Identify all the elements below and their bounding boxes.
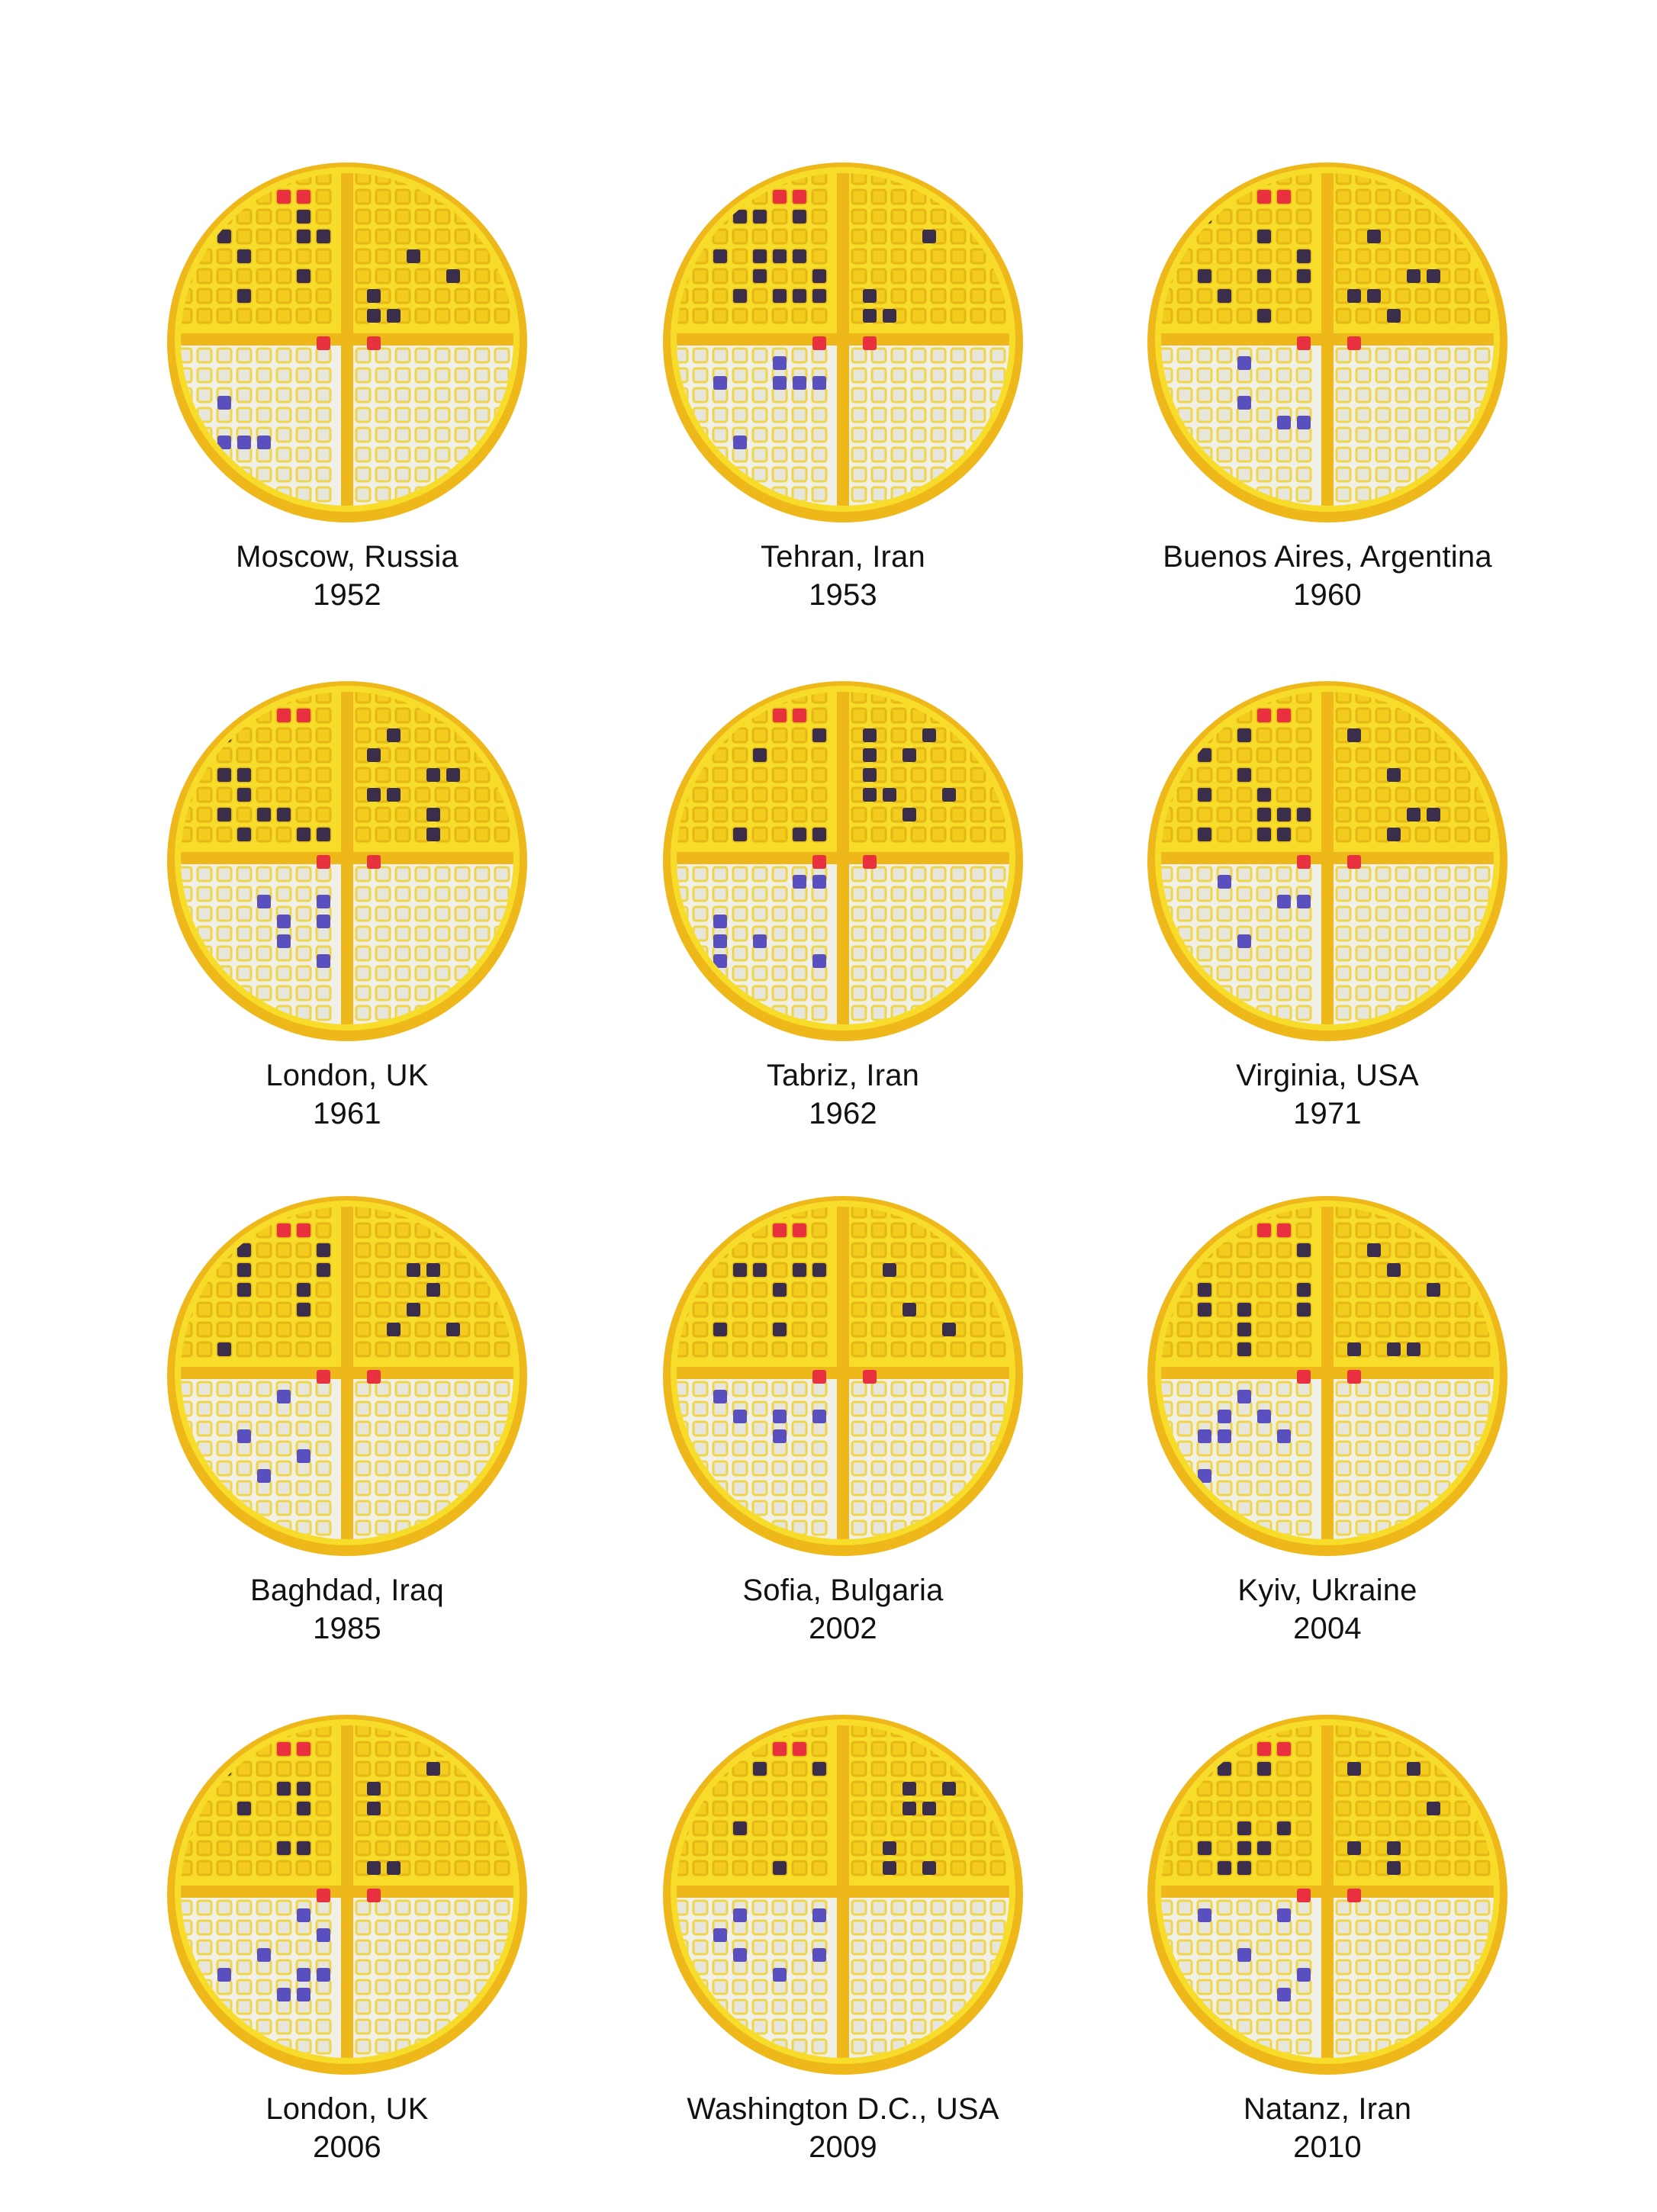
waffle-image bbox=[663, 162, 1023, 522]
waffle-caption: Natanz, Iran 2010 bbox=[1099, 2090, 1556, 2166]
waffle-card: Buenos Aires, Argentina 1960 bbox=[1099, 156, 1556, 629]
waffle-card: London, UK 2006 bbox=[118, 1709, 576, 2181]
caption-place: Tehran, Iran bbox=[761, 540, 925, 574]
waffle-card: Tehran, Iran 1953 bbox=[614, 156, 1072, 629]
waffle-caption: Washington D.C., USA 2009 bbox=[614, 2090, 1072, 2166]
caption-place: Sofia, Bulgaria bbox=[742, 1574, 944, 1607]
caption-place: Natanz, Iran bbox=[1243, 2092, 1412, 2126]
caption-place: Kyiv, Ukraine bbox=[1237, 1574, 1417, 1607]
caption-year: 2002 bbox=[809, 1612, 877, 1645]
waffle-image bbox=[663, 681, 1023, 1041]
caption-year: 1961 bbox=[313, 1097, 381, 1130]
caption-year: 1952 bbox=[313, 578, 381, 612]
caption-year: 2010 bbox=[1293, 2130, 1362, 2164]
waffle-caption: Buenos Aires, Argentina 1960 bbox=[1099, 538, 1556, 614]
caption-place: Moscow, Russia bbox=[236, 540, 458, 574]
waffle-card: Sofia, Bulgaria 2002 bbox=[614, 1190, 1072, 1663]
waffle-image bbox=[663, 1715, 1023, 2075]
waffle-card: Kyiv, Ukraine 2004 bbox=[1099, 1190, 1556, 1663]
waffle-caption: London, UK 1961 bbox=[118, 1056, 576, 1133]
caption-year: 1953 bbox=[809, 578, 877, 612]
waffle-caption: Sofia, Bulgaria 2002 bbox=[614, 1571, 1072, 1648]
caption-year: 1960 bbox=[1293, 578, 1362, 612]
waffle-image bbox=[663, 1196, 1023, 1556]
waffle-image bbox=[1147, 1715, 1507, 2075]
caption-place: London, UK bbox=[265, 1059, 429, 1092]
waffle-caption: Moscow, Russia 1952 bbox=[118, 538, 576, 614]
waffle-image bbox=[1147, 681, 1507, 1041]
waffle-caption: Tehran, Iran 1953 bbox=[614, 538, 1072, 614]
caption-place: Virginia, USA bbox=[1236, 1059, 1419, 1092]
waffle-caption: Virginia, USA 1971 bbox=[1099, 1056, 1556, 1133]
caption-year: 1985 bbox=[313, 1612, 381, 1645]
waffle-card: Moscow, Russia 1952 bbox=[118, 156, 576, 629]
caption-year: 2009 bbox=[809, 2130, 877, 2164]
waffle-card: Natanz, Iran 2010 bbox=[1099, 1709, 1556, 2181]
waffle-caption: Tabriz, Iran 1962 bbox=[614, 1056, 1072, 1133]
waffle-image bbox=[1147, 162, 1507, 522]
waffle-caption: Kyiv, Ukraine 2004 bbox=[1099, 1571, 1556, 1648]
waffle-caption: Baghdad, Iraq 1985 bbox=[118, 1571, 576, 1648]
waffle-card: London, UK 1961 bbox=[118, 675, 576, 1148]
waffle-image bbox=[167, 1715, 527, 2075]
caption-year: 2006 bbox=[313, 2130, 381, 2164]
waffle-image bbox=[1147, 1196, 1507, 1556]
caption-place: Buenos Aires, Argentina bbox=[1163, 540, 1492, 574]
waffle-caption: London, UK 2006 bbox=[118, 2090, 576, 2166]
caption-year: 1962 bbox=[809, 1097, 877, 1130]
caption-place: Baghdad, Iraq bbox=[250, 1574, 444, 1607]
caption-year: 2004 bbox=[1293, 1612, 1362, 1645]
waffle-card: Washington D.C., USA 2009 bbox=[614, 1709, 1072, 2181]
caption-year: 1971 bbox=[1293, 1097, 1362, 1130]
waffle-card: Virginia, USA 1971 bbox=[1099, 675, 1556, 1148]
waffle-card: Tabriz, Iran 1962 bbox=[614, 675, 1072, 1148]
waffle-image bbox=[167, 162, 527, 522]
waffle-image bbox=[167, 681, 527, 1041]
waffle-image bbox=[167, 1196, 527, 1556]
waffle-card: Baghdad, Iraq 1985 bbox=[118, 1190, 576, 1663]
caption-place: Washington D.C., USA bbox=[687, 2092, 999, 2126]
caption-place: London, UK bbox=[265, 2092, 429, 2126]
caption-place: Tabriz, Iran bbox=[766, 1059, 920, 1092]
